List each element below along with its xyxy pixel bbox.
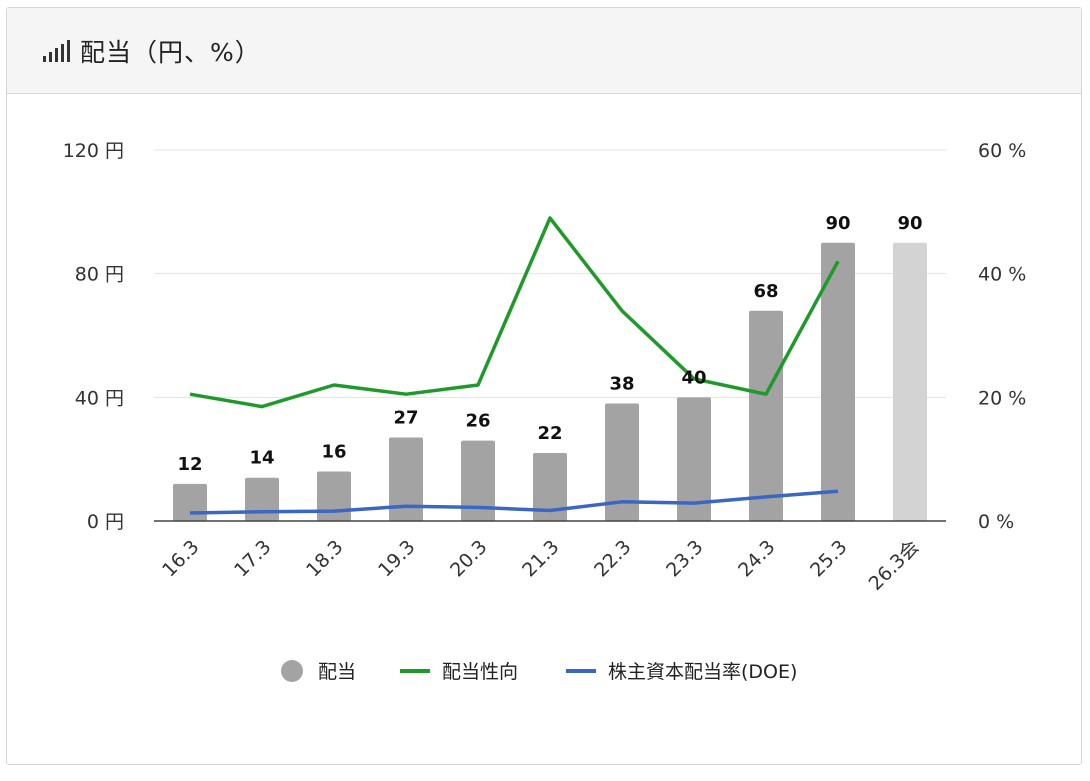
legend-label: 配当 — [318, 661, 356, 683]
bar — [173, 483, 207, 521]
series-line — [189, 216, 840, 409]
bar-data-label: 12 — [177, 454, 202, 475]
x-tick-label: 25.3 — [806, 536, 851, 581]
bar — [893, 242, 927, 521]
x-tick-label: 21.3 — [518, 536, 563, 581]
x-tick-label: 20.3 — [446, 536, 491, 581]
bar — [317, 471, 351, 521]
bar-data-label: 16 — [321, 442, 346, 463]
x-tick-label: 23.3 — [662, 536, 707, 581]
y-right-tick-label: 20 % — [978, 387, 1026, 409]
legend-label: 配当性向 — [442, 661, 518, 683]
legend-marker-circle — [281, 660, 303, 682]
y-left-tick-label: 120 円 — [63, 140, 124, 162]
bar-data-label: 26 — [465, 411, 490, 432]
bar-data-label: 40 — [681, 367, 706, 388]
bar — [605, 403, 639, 521]
bar-data-label: 38 — [609, 374, 634, 395]
legend-label: 株主資本配当率(DOE) — [608, 661, 797, 683]
x-tick-label: 24.3 — [734, 536, 779, 581]
x-tick-label: 22.3 — [590, 536, 635, 581]
bar-data-label: 14 — [249, 448, 274, 469]
series-line — [189, 489, 839, 515]
x-tick-label: 16.3 — [158, 536, 203, 581]
bar — [461, 440, 495, 521]
chart-title: 配当（円、%） — [80, 37, 261, 67]
y-left-tick-label: 80 円 — [75, 264, 124, 286]
y-left-tick-label: 40 円 — [75, 387, 124, 409]
bar — [677, 397, 711, 521]
y-left-tick-label: 0 円 — [87, 511, 124, 533]
bar — [245, 477, 279, 521]
card-header: 配当（円、%） — [7, 8, 1081, 94]
bar-data-label: 22 — [537, 423, 562, 444]
y-right-tick-label: 40 % — [978, 264, 1026, 286]
bar-data-label: 90 — [897, 213, 922, 234]
bar-data-label: 27 — [393, 408, 418, 429]
x-tick-label: 26.3会 — [865, 536, 924, 595]
x-tick-label: 19.3 — [374, 536, 419, 581]
y-right-tick-label: 0 % — [978, 511, 1014, 533]
bar — [749, 310, 783, 521]
signal-bars-icon — [43, 39, 70, 62]
bar — [821, 242, 855, 521]
y-right-tick-label: 60 % — [978, 140, 1026, 162]
x-tick-label: 18.3 — [302, 536, 347, 581]
bar — [389, 437, 423, 521]
bar — [533, 452, 567, 521]
bar-data-label: 90 — [825, 213, 850, 234]
x-tick-label: 17.3 — [230, 536, 275, 581]
bar-data-label: 68 — [753, 281, 778, 302]
